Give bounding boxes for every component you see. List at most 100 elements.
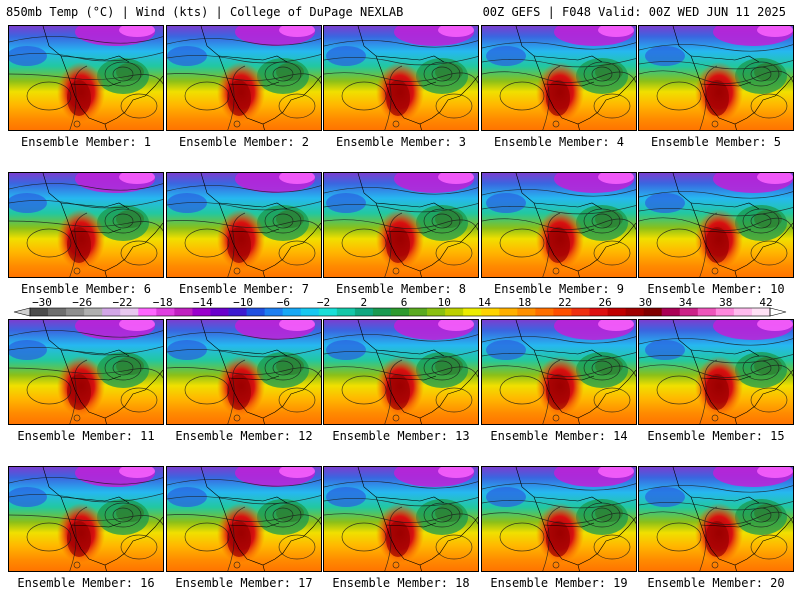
colorbar-tick-label: −18 [153,296,173,309]
colorbar-tick-label: 2 [360,296,367,309]
ensemble-member-label: Ensemble Member: 10 [647,282,785,296]
colorbar-tick-label: 22 [558,296,571,309]
colorbar-swatch [318,308,338,316]
ensemble-member-map [481,319,637,425]
run-valid-time: 00Z GEFS | F048 Valid: 00Z WED JUN 11 20… [482,5,786,19]
colorbar-swatch [589,308,608,316]
ensemble-member-label: Ensemble Member: 6 [20,282,152,296]
ensemble-member-label: Ensemble Member: 16 [17,576,155,590]
ensemble-member-map [166,172,322,278]
ensemble-member-label: Ensemble Member: 4 [493,135,625,149]
ensemble-member-map [166,25,322,131]
colorbar-swatch [733,308,753,316]
colorbar-tick-label: −14 [193,296,213,309]
ensemble-member-label: Ensemble Member: 5 [650,135,782,149]
colorbar-swatch [66,308,85,316]
ensemble-member-label: Ensemble Member: 19 [490,576,628,590]
ensemble-member-label: Ensemble Member: 1 [20,135,152,149]
ensemble-member-label: Ensemble Member: 13 [332,429,470,443]
colorbar-swatch [445,308,464,316]
colorbar-swatch [300,308,320,316]
colorbar-tick-label: −2 [317,296,330,309]
colorbar-swatch [499,308,518,316]
colorbar-swatch [210,308,229,316]
ensemble-member-map [8,25,164,131]
colorbar-swatch [282,308,302,316]
ensemble-member-label: Ensemble Member: 3 [335,135,467,149]
ensemble-member-map [323,172,479,278]
ensemble-member-map [638,319,794,425]
ensemble-member-label: Ensemble Member: 2 [178,135,310,149]
ensemble-member-map [8,466,164,572]
ensemble-member-map [166,319,322,425]
colorbar-tick-label: 18 [518,296,531,309]
colorbar-swatch [84,308,103,316]
colorbar-swatch [463,308,482,316]
colorbar-swatch [264,308,284,316]
ensemble-member-map [8,319,164,425]
ensemble-member-label: Ensemble Member: 12 [175,429,313,443]
colorbar-swatch [697,308,717,316]
colorbar-swatch [715,308,735,316]
colorbar-swatch [30,308,49,316]
colorbar-swatch [751,308,771,316]
ensemble-member-map [481,25,637,131]
ensemble-member-label: Ensemble Member: 8 [335,282,467,296]
colorbar-tick-label: 38 [719,296,732,309]
colorbar-swatch [138,308,157,316]
ensemble-member-map [323,319,479,425]
colorbar-swatch [535,308,554,316]
colorbar-tick-label: 26 [598,296,611,309]
ensemble-member-map [8,172,164,278]
ensemble-member-map [323,25,479,131]
ensemble-member-label: Ensemble Member: 9 [493,282,625,296]
ensemble-member-label: Ensemble Member: 11 [17,429,155,443]
ensemble-member-map [323,466,479,572]
colorbar-swatch [643,308,663,316]
colorbar-tick-label: 6 [401,296,408,309]
colorbar-swatch [390,308,410,316]
colorbar-swatch [354,308,374,316]
colorbar-swatch [427,308,446,316]
colorbar-tick-label: −30 [32,296,52,309]
colorbar-swatch [102,308,121,316]
ensemble-member-label: Ensemble Member: 14 [490,429,628,443]
ensemble-member-map [638,25,794,131]
colorbar-swatch [246,308,266,316]
colorbar-tick-label: 14 [478,296,492,309]
colorbar-low-arrow [13,307,31,317]
colorbar-swatch [372,308,392,316]
colorbar-tick-label: 10 [438,296,451,309]
colorbar-swatch [607,308,627,316]
colorbar-swatch [625,308,645,316]
ensemble-member-label: Ensemble Member: 18 [332,576,470,590]
ensemble-member-label: Ensemble Member: 20 [647,576,785,590]
colorbar-tick-label: 30 [639,296,652,309]
colorbar-swatch [228,308,247,316]
colorbar-swatch [156,308,175,316]
colorbar-tick-label: −22 [113,296,133,309]
colorbar-swatch [571,308,590,316]
colorbar-swatch [192,308,211,316]
ensemble-member-map [166,466,322,572]
colorbar-swatch [553,308,572,316]
ensemble-member-map [481,466,637,572]
ensemble-member-map [638,172,794,278]
colorbar-swatch [409,308,428,316]
colorbar-swatch [336,308,356,316]
colorbar-swatch [48,308,67,316]
colorbar-outline [29,307,771,317]
colorbar-swatch [481,308,500,316]
ensemble-member-label: Ensemble Member: 15 [647,429,785,443]
ensemble-member-label: Ensemble Member: 7 [178,282,310,296]
colorbar-tick-label: −6 [277,296,290,309]
colorbar-tick-label: 34 [679,296,693,309]
colorbar-swatch [679,308,699,316]
temperature-colorbar: −30 −26 −22 −18 −14 −10 −6 −2 2 6 10 14 18 22 26 30 34 38… [13,296,787,317]
ensemble-member-map [481,172,637,278]
colorbar-swatch [120,308,139,316]
colorbar-swatch [661,308,681,316]
ensemble-member-label: Ensemble Member: 17 [175,576,313,590]
colorbar-tick-label: 42 [759,296,772,309]
ensemble-member-map [638,466,794,572]
